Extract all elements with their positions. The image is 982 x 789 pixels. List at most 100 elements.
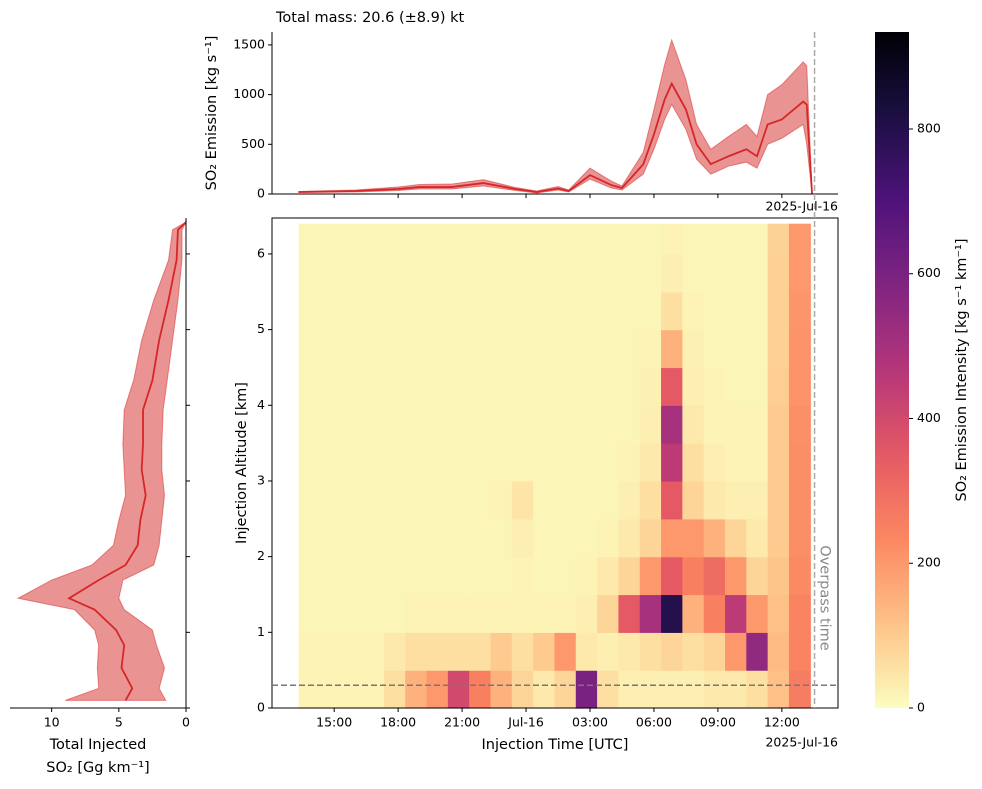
heatmap-cell — [767, 253, 790, 293]
heatmap-cell — [298, 405, 321, 444]
heatmap-cell — [661, 632, 683, 671]
heatmap-cell — [703, 480, 726, 520]
heatmap-cell — [511, 670, 534, 709]
heatmap-cell — [725, 253, 747, 293]
heatmap-cell — [383, 443, 406, 482]
heatmap-cell — [447, 632, 470, 671]
heatmap-cell — [511, 291, 534, 331]
heatmap-cell — [319, 556, 342, 596]
heatmap-cell — [767, 556, 790, 596]
heatmap-cell — [383, 556, 406, 596]
heatmap-cell — [533, 670, 556, 709]
heatmap-cell — [319, 329, 342, 369]
heatmap-cell — [511, 443, 534, 482]
y-tick-label: 1000 — [233, 86, 265, 101]
heatmap-cell — [725, 480, 747, 520]
heatmap-cell — [490, 632, 513, 671]
heatmap-cell — [319, 594, 342, 633]
heatmap-cell — [298, 594, 321, 633]
heatmap-cell — [682, 670, 705, 709]
heatmap-cell — [533, 556, 556, 596]
heatmap-cell — [575, 291, 598, 331]
heatmap-cell — [298, 670, 321, 709]
heatmap-cell — [703, 670, 726, 709]
heatmap-cell — [405, 443, 428, 482]
heatmap-cell — [746, 329, 769, 369]
y-tick-label: 4 — [257, 397, 265, 412]
y-axis-label: SO₂ Emission [kg s⁻¹] — [204, 36, 220, 191]
heatmap-cell — [426, 223, 449, 255]
heatmap-cell — [362, 291, 385, 331]
heatmap-cell — [597, 518, 620, 558]
heatmap-cell — [341, 518, 364, 558]
heatmap-cell — [341, 556, 364, 596]
heatmap-cell — [490, 594, 513, 633]
heatmap-cell — [746, 556, 769, 596]
heatmap-cell — [319, 223, 342, 255]
heatmap-cell — [319, 291, 342, 331]
heatmap-cell — [426, 405, 449, 444]
heatmap-cell — [618, 223, 641, 255]
heatmap-cell — [618, 556, 641, 596]
heatmap-cell — [554, 405, 577, 444]
heatmap-cell — [788, 594, 811, 633]
heatmap-cell — [341, 253, 364, 293]
heatmap-cell — [490, 556, 513, 596]
heatmap-cell — [447, 670, 470, 709]
heatmap-cell — [319, 632, 342, 671]
y-tick-label: 3 — [257, 472, 265, 487]
heatmap-cell — [597, 329, 620, 369]
heatmap-cell — [767, 480, 790, 520]
heatmap-cell — [703, 632, 726, 671]
heatmap-cell — [661, 405, 683, 444]
heatmap-cell — [682, 556, 705, 596]
heatmap-cell — [618, 594, 641, 633]
heatmap-cell — [575, 443, 598, 482]
x-tick-label: 15:00 — [316, 715, 352, 730]
heatmap-cell — [639, 367, 662, 406]
y-tick-label: 2 — [257, 548, 265, 563]
heatmap-cell — [319, 480, 342, 520]
colorbar-label: SO₂ Emission Intensity [kg s⁻¹ km⁻¹] — [954, 238, 970, 501]
heatmap-cell — [597, 594, 620, 633]
heatmap-cell — [725, 556, 747, 596]
heatmap-cell — [533, 632, 556, 671]
heatmap-cell — [682, 405, 705, 444]
heatmap-cell — [788, 556, 811, 596]
heatmap-cell — [362, 670, 385, 709]
heatmap-cell — [447, 518, 470, 558]
heatmap-cell — [533, 223, 556, 255]
heatmap-cell — [469, 670, 492, 709]
heatmap-cell — [383, 594, 406, 633]
overpass-label: Overpass time — [817, 545, 833, 651]
heatmap-cell — [426, 443, 449, 482]
chart-title: Total mass: 20.6 (±8.9) kt — [275, 10, 465, 26]
heatmap-cell — [426, 670, 449, 709]
y-tick-label: 6 — [257, 245, 265, 260]
colorbar-tick-label: 200 — [917, 555, 941, 570]
x-tick-label: 18:00 — [380, 715, 416, 730]
heatmap-cell — [746, 253, 769, 293]
heatmap-cell — [298, 367, 321, 406]
heatmap-cell — [298, 291, 321, 331]
heatmap-cell — [788, 670, 811, 709]
heatmap-cell — [533, 367, 556, 406]
heatmap-cell — [682, 480, 705, 520]
heatmap-cell — [725, 367, 747, 406]
heatmap-cell — [575, 632, 598, 671]
heatmap-cell — [746, 367, 769, 406]
heatmap-cell — [511, 632, 534, 671]
heatmap-cell — [341, 329, 364, 369]
colorbar-tick-label: 0 — [917, 700, 925, 715]
heatmap-cell — [362, 594, 385, 633]
heatmap-cell — [725, 670, 747, 709]
heatmap-cell — [618, 670, 641, 709]
heatmap-cell — [341, 632, 364, 671]
heatmap-cell — [725, 594, 747, 633]
heatmap-cell — [682, 632, 705, 671]
heatmap-cell — [319, 253, 342, 293]
heatmap-cell — [341, 405, 364, 444]
heatmap-cell — [533, 329, 556, 369]
uncertainty-band — [16, 220, 188, 701]
heatmap-cell — [341, 367, 364, 406]
